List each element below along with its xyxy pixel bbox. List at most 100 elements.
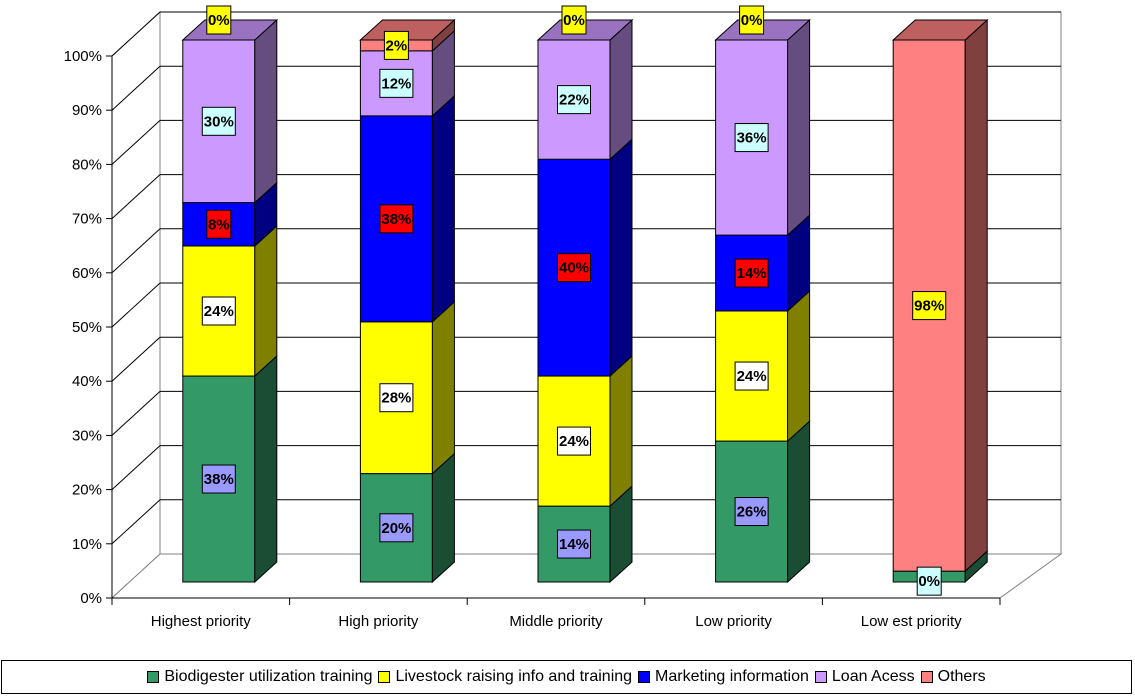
- legend-label: Marketing information: [655, 668, 809, 685]
- data-label: 36%: [737, 130, 767, 147]
- data-label: 2%: [386, 37, 408, 54]
- gridline-diagonal: [111, 391, 161, 436]
- data-label: 38%: [381, 211, 411, 228]
- x-tick-label: High priority: [338, 613, 419, 630]
- legend-swatch-biodigester: [147, 671, 160, 683]
- bar-side: [254, 18, 278, 204]
- bar-side: [787, 18, 811, 237]
- data-label: 0%: [741, 12, 763, 29]
- legend-swatch-others: [920, 671, 933, 683]
- data-label: 98%: [914, 298, 944, 315]
- legend: Biodigester utilization training Livesto…: [1, 660, 1132, 694]
- data-label-box: [734, 258, 769, 288]
- data-label-box: [739, 5, 765, 35]
- data-label-box: [557, 253, 591, 283]
- legend-item: Biodigester utilization training: [147, 668, 372, 686]
- gridline-diagonal: [111, 174, 161, 219]
- data-label-box: [734, 361, 769, 391]
- bar-side: [254, 224, 278, 378]
- y-tick-label: 30%: [72, 427, 102, 444]
- bar-side: [609, 18, 633, 161]
- stacked-bar-chart: 0% 10% 20% 30% 40% 50% 60% 70% 80% 90% 100% Highest…: [64, 5, 1063, 630]
- x-tick-label: Highest priority: [151, 613, 252, 630]
- data-label: 28%: [381, 390, 411, 407]
- bar-side: [254, 354, 278, 584]
- bar-side: [431, 300, 455, 475]
- legend-label: Livestock raising info and training: [395, 668, 633, 685]
- gridline-diagonal: [111, 228, 161, 274]
- data-label-box: [379, 513, 414, 543]
- data-label-box: [379, 204, 414, 234]
- legend-item: Marketing information: [638, 668, 809, 686]
- legend-swatch-livestock: [378, 671, 391, 683]
- data-label: 22%: [559, 92, 589, 109]
- bar-side: [787, 419, 811, 584]
- data-labels: 38% 24% 8% 30% 0% 20% 28% 38% 12% 2% 14% 24% 40% 22% 0…: [201, 5, 947, 596]
- legend-swatch-marketing: [638, 671, 651, 683]
- data-label: 0%: [208, 12, 230, 29]
- bar-side: [431, 94, 455, 323]
- gridline-diagonal: [111, 445, 161, 490]
- data-label-box: [557, 426, 591, 456]
- bar-top: [891, 19, 989, 41]
- y-tick-label: 80%: [72, 156, 102, 173]
- axes: 0% 10% 20% 30% 40% 50% 60% 70% 80% 90% 100% Highest…: [64, 48, 1001, 630]
- legend-swatch-loan: [814, 671, 827, 683]
- data-label-box: [557, 529, 591, 559]
- data-label: 38%: [204, 471, 234, 488]
- bar-side: [964, 18, 988, 573]
- y-tick-label: 50%: [72, 319, 102, 336]
- data-label: 8%: [208, 216, 230, 233]
- data-label-box: [206, 209, 232, 239]
- y-tick-label: 90%: [72, 102, 102, 119]
- data-label-box: [206, 5, 232, 35]
- data-label: 0%: [918, 573, 940, 590]
- data-label: 24%: [737, 368, 767, 385]
- data-label-box: [734, 123, 769, 153]
- bar-side: [787, 289, 811, 443]
- gridline-diagonal: [111, 11, 161, 57]
- data-label-box: [201, 106, 236, 136]
- data-label: 24%: [559, 433, 589, 450]
- gridline-diagonal: [111, 65, 161, 111]
- data-label: 14%: [559, 536, 589, 553]
- bar-side: [431, 452, 455, 584]
- bar-side: [609, 138, 633, 378]
- data-label: 12%: [381, 75, 411, 92]
- data-label-box: [201, 296, 236, 326]
- legend-label: Others: [937, 668, 986, 685]
- data-label: 40%: [559, 260, 589, 277]
- legend-item: Others: [920, 668, 986, 686]
- y-tick-label: 20%: [72, 482, 102, 499]
- data-label-box: [916, 566, 942, 596]
- y-tick-label: 70%: [72, 211, 102, 228]
- data-label-box: [379, 68, 414, 98]
- y-tick-label: 10%: [72, 536, 102, 553]
- data-label-box: [201, 464, 236, 494]
- data-label: 26%: [737, 504, 767, 521]
- data-label: 0%: [563, 12, 585, 29]
- data-label-box: [561, 5, 587, 35]
- gridline-diagonal: [111, 282, 161, 328]
- data-label-box: [557, 85, 591, 115]
- gridline-diagonal: [111, 499, 161, 545]
- data-label: 24%: [204, 303, 234, 320]
- y-tick-label: 40%: [72, 373, 102, 390]
- data-label-box: [379, 383, 414, 413]
- y-tick-label: 60%: [72, 265, 102, 282]
- data-label: 20%: [381, 520, 411, 537]
- x-tick-label: Low est priority: [861, 613, 962, 630]
- y-tick-label: 100%: [64, 48, 102, 65]
- y-tick-label: 0%: [80, 590, 102, 607]
- legend-label: Loan Acess: [831, 668, 915, 685]
- x-tick-label: Low priority: [695, 613, 772, 630]
- data-label: 30%: [204, 113, 234, 130]
- legend-item: Livestock raising info and training: [378, 668, 632, 686]
- data-label-box: [383, 30, 409, 60]
- data-label-box: [734, 497, 769, 527]
- legend-item: Loan Acess: [814, 668, 915, 686]
- bar-side: [609, 354, 633, 508]
- gridline-diagonal: [111, 120, 161, 165]
- data-label-box: [912, 291, 947, 321]
- legend-label: Biodigester utilization training: [164, 668, 373, 685]
